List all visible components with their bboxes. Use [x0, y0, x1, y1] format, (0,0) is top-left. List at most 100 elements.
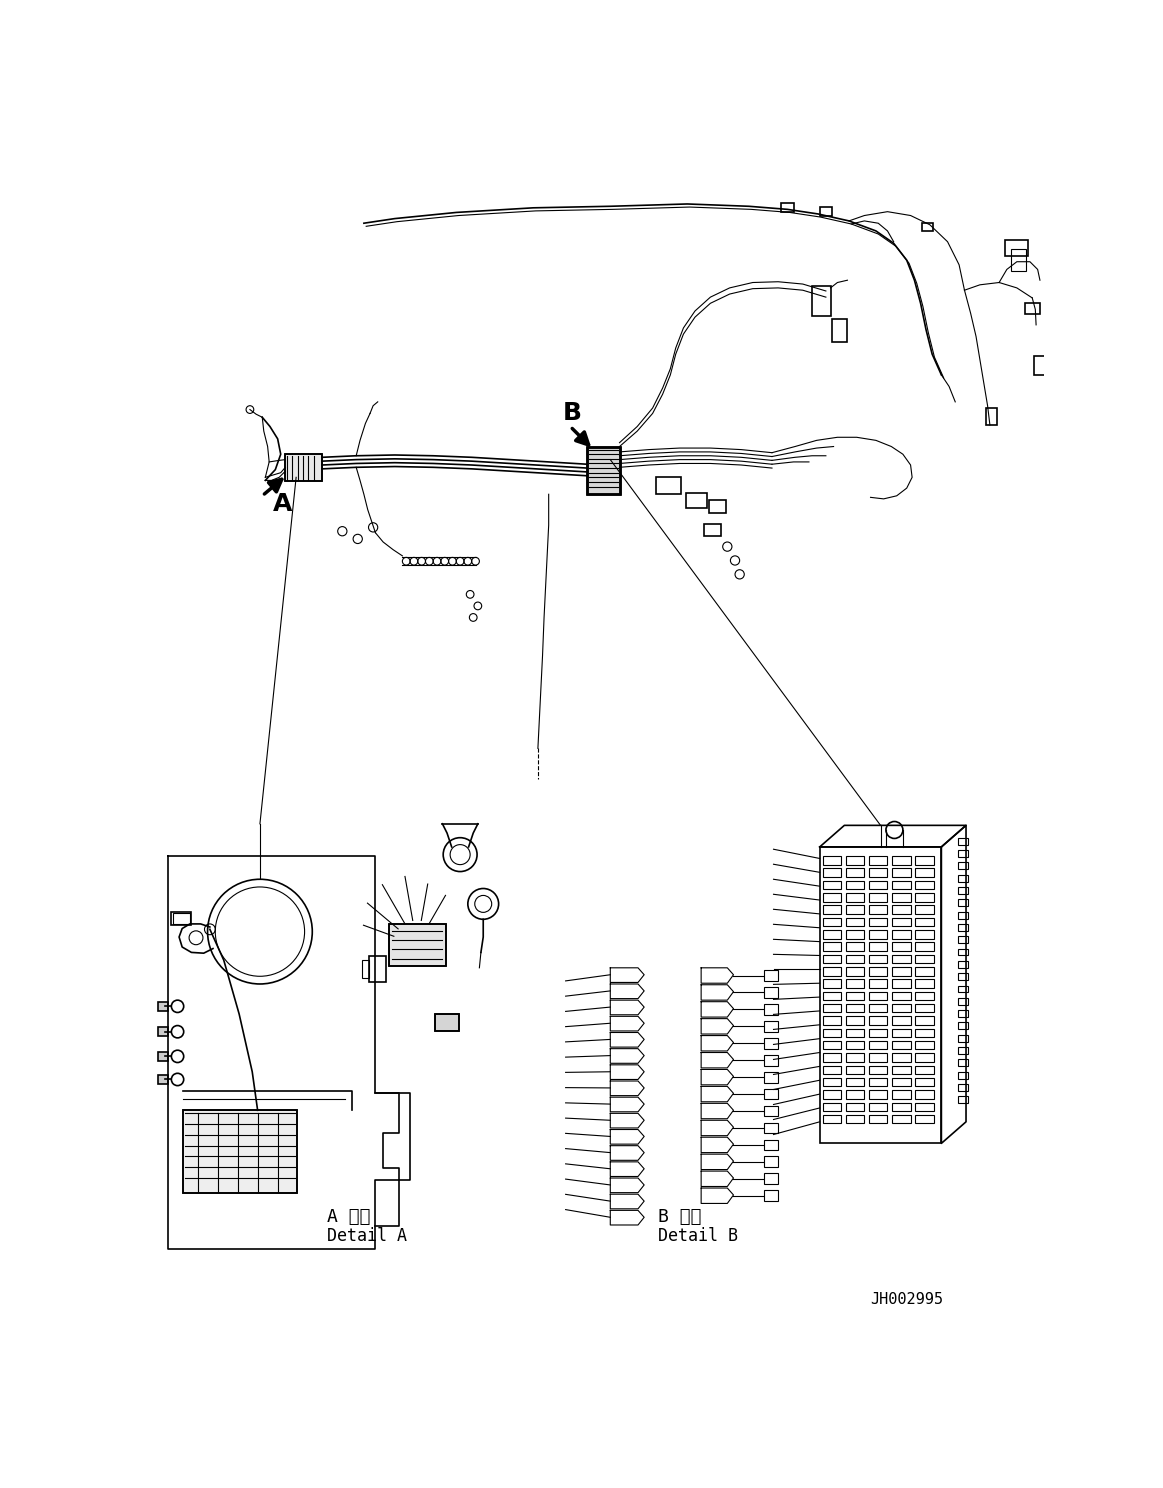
- Bar: [388, 924, 447, 966]
- Bar: [869, 967, 887, 976]
- Bar: [915, 979, 934, 988]
- Bar: [846, 1091, 864, 1098]
- Bar: [846, 930, 864, 939]
- Bar: [846, 905, 864, 914]
- Bar: [892, 930, 911, 939]
- Bar: [892, 967, 911, 976]
- Bar: [915, 905, 934, 914]
- Bar: [958, 973, 969, 981]
- Bar: [892, 918, 911, 926]
- Bar: [958, 875, 969, 881]
- Bar: [915, 1077, 934, 1086]
- Bar: [820, 207, 832, 216]
- Bar: [822, 942, 841, 951]
- Bar: [822, 1054, 841, 1062]
- Bar: [922, 223, 933, 231]
- Bar: [869, 881, 887, 890]
- Bar: [915, 955, 934, 963]
- Bar: [764, 1039, 778, 1049]
- Bar: [183, 1110, 297, 1193]
- Bar: [1011, 250, 1026, 271]
- Bar: [958, 948, 969, 955]
- Bar: [1025, 304, 1040, 314]
- Bar: [958, 899, 969, 906]
- Bar: [686, 493, 707, 507]
- Bar: [764, 987, 778, 998]
- Bar: [958, 985, 969, 992]
- Bar: [892, 1077, 911, 1086]
- Bar: [915, 1103, 934, 1112]
- Bar: [708, 500, 726, 513]
- Bar: [892, 1091, 911, 1098]
- Bar: [846, 1016, 864, 1025]
- Bar: [846, 942, 864, 951]
- Bar: [915, 930, 934, 939]
- Bar: [869, 1065, 887, 1074]
- Bar: [846, 1103, 864, 1112]
- Bar: [915, 1065, 934, 1074]
- Bar: [915, 1016, 934, 1025]
- Bar: [958, 912, 969, 918]
- Bar: [892, 893, 911, 902]
- Bar: [846, 1042, 864, 1049]
- Bar: [892, 881, 911, 890]
- Bar: [846, 1028, 864, 1037]
- Bar: [846, 1054, 864, 1062]
- Bar: [869, 930, 887, 939]
- Bar: [846, 979, 864, 988]
- Text: B 詳細: B 詳細: [658, 1208, 701, 1226]
- Bar: [822, 1065, 841, 1074]
- Bar: [435, 1013, 459, 1031]
- Bar: [892, 1065, 911, 1074]
- Bar: [764, 1140, 778, 1150]
- Bar: [869, 1054, 887, 1062]
- Bar: [846, 1004, 864, 1012]
- Bar: [869, 1091, 887, 1098]
- Bar: [892, 1054, 911, 1062]
- Bar: [822, 1028, 841, 1037]
- Bar: [362, 960, 370, 978]
- Bar: [892, 942, 911, 951]
- Bar: [869, 893, 887, 902]
- Bar: [832, 318, 848, 342]
- Bar: [892, 1042, 911, 1049]
- Bar: [822, 979, 841, 988]
- Bar: [1005, 240, 1028, 256]
- Bar: [846, 881, 864, 890]
- Bar: [822, 893, 841, 902]
- Bar: [892, 869, 911, 876]
- Bar: [892, 991, 911, 1000]
- Bar: [157, 1074, 169, 1085]
- Bar: [157, 1052, 169, 1061]
- Bar: [869, 869, 887, 876]
- Bar: [285, 454, 322, 481]
- Bar: [846, 955, 864, 963]
- Bar: [1034, 356, 1046, 375]
- Bar: [958, 1085, 969, 1091]
- Bar: [869, 856, 887, 865]
- Bar: [846, 991, 864, 1000]
- Bar: [656, 478, 682, 494]
- Bar: [764, 1106, 778, 1116]
- Bar: [764, 1156, 778, 1167]
- Bar: [822, 955, 841, 963]
- Bar: [764, 1021, 778, 1031]
- Bar: [958, 961, 969, 967]
- Bar: [915, 1054, 934, 1062]
- Bar: [869, 1042, 887, 1049]
- Bar: [892, 979, 911, 988]
- Bar: [157, 1027, 169, 1036]
- Bar: [915, 856, 934, 865]
- Bar: [958, 850, 969, 857]
- Bar: [869, 905, 887, 914]
- Bar: [869, 991, 887, 1000]
- Bar: [173, 914, 190, 924]
- Bar: [915, 1091, 934, 1098]
- Bar: [435, 1013, 459, 1031]
- Bar: [869, 1016, 887, 1025]
- Bar: [915, 918, 934, 926]
- Bar: [915, 967, 934, 976]
- Bar: [822, 1103, 841, 1112]
- Bar: [892, 1103, 911, 1112]
- Bar: [846, 1077, 864, 1086]
